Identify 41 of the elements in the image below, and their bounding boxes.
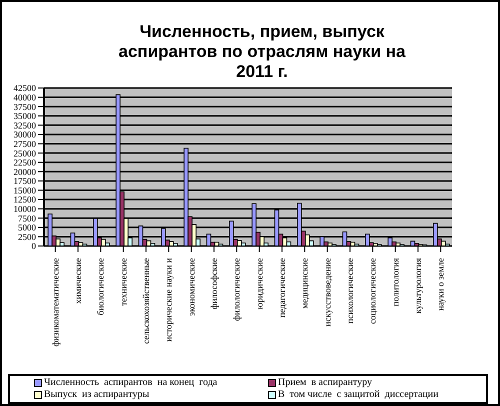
y-tick-label: 27500 (14, 138, 36, 149)
y-tick-label: 12500 (14, 194, 36, 205)
legend-label: Выпуск из аспирантуры (43, 389, 150, 401)
x-tick-label: политология (390, 258, 400, 306)
x-tick-label: экономические (186, 258, 196, 316)
x-tick-label: медицинские (300, 258, 310, 309)
y-tick-label: 17500 (14, 176, 36, 186)
x-tick-label: науки о земле (436, 258, 446, 311)
x-tick-label: физикоматематические (50, 258, 60, 347)
legend-label: Прием в аспирантуру (277, 377, 374, 389)
y-tick-label: 20000 (14, 166, 36, 177)
legend-label: Численность аспирантов на конец года (43, 377, 218, 389)
x-tick-label: культурология (413, 258, 423, 314)
y-tick-label: 40000 (14, 92, 36, 102)
y-tick-label: 2500 (18, 232, 36, 242)
x-tick-label: исторические науки и (164, 258, 174, 342)
chart-title: Численность, прием, выпуск аспирантов по отраслям науки на 2011 г. (118, 22, 406, 82)
x-tick-label: искусствоведение (322, 258, 332, 326)
y-tick-label: 22500 (14, 158, 36, 168)
x-tick-label: юридические (254, 258, 264, 310)
y-tick-label: 25000 (14, 148, 36, 158)
y-tick-label: 30000 (14, 130, 36, 140)
x-tick-label: психологические (345, 258, 355, 324)
y-tick-label: 32500 (14, 120, 36, 130)
y-tick-label: 42500 (14, 83, 36, 94)
y-tick-label: 37500 (14, 102, 36, 112)
y-tick-label: 35000 (14, 111, 36, 122)
legend-label: В том числе с защитой диссертации (277, 389, 440, 401)
x-tick-label: сельскохозяйственные (141, 258, 151, 344)
y-tick-label: 15000 (14, 185, 36, 196)
y-tick-label: 5000 (18, 222, 36, 233)
y-tick-label: 7500 (18, 213, 36, 224)
x-tick-label: филологические (232, 258, 242, 321)
x-tick-label: социологические (368, 258, 378, 324)
x-tick-label: технические (118, 258, 128, 306)
x-tick-label: философские (209, 258, 219, 310)
x-tick-label: химические (73, 258, 83, 304)
x-tick-label: биологические (96, 258, 106, 316)
y-tick-label: 0 (32, 241, 36, 252)
x-tick-label: педагогические (277, 258, 287, 318)
y-tick-label: 10000 (14, 204, 36, 214)
